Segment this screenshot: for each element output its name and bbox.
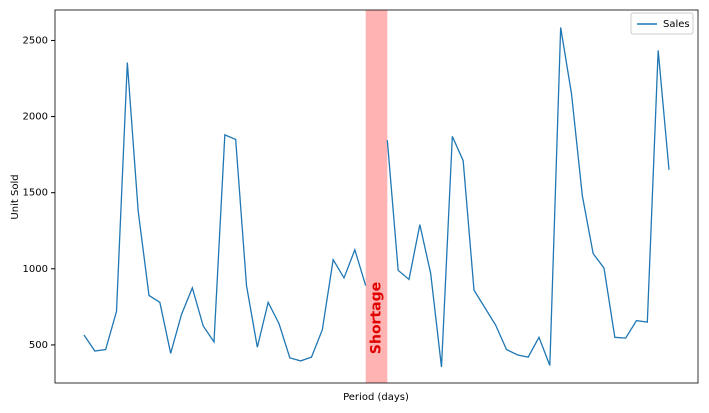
y-tick-label: 500 — [29, 340, 48, 351]
y-tick-label: 1000 — [23, 264, 48, 275]
highlight-band — [365, 10, 388, 383]
plot-frame — [54, 9, 699, 384]
y-tick-label: 2500 — [23, 35, 48, 46]
data-line — [83, 27, 670, 368]
highlight-label: Shortage — [369, 282, 385, 354]
legend-box — [630, 12, 694, 35]
legend-label: Sales — [663, 19, 690, 30]
y-axis-label: Unit Sold — [10, 174, 21, 219]
y-tick-label: 1500 — [23, 188, 48, 199]
y-tick-label: 2000 — [23, 112, 48, 123]
x-axis-label: Period (days) — [343, 392, 409, 403]
